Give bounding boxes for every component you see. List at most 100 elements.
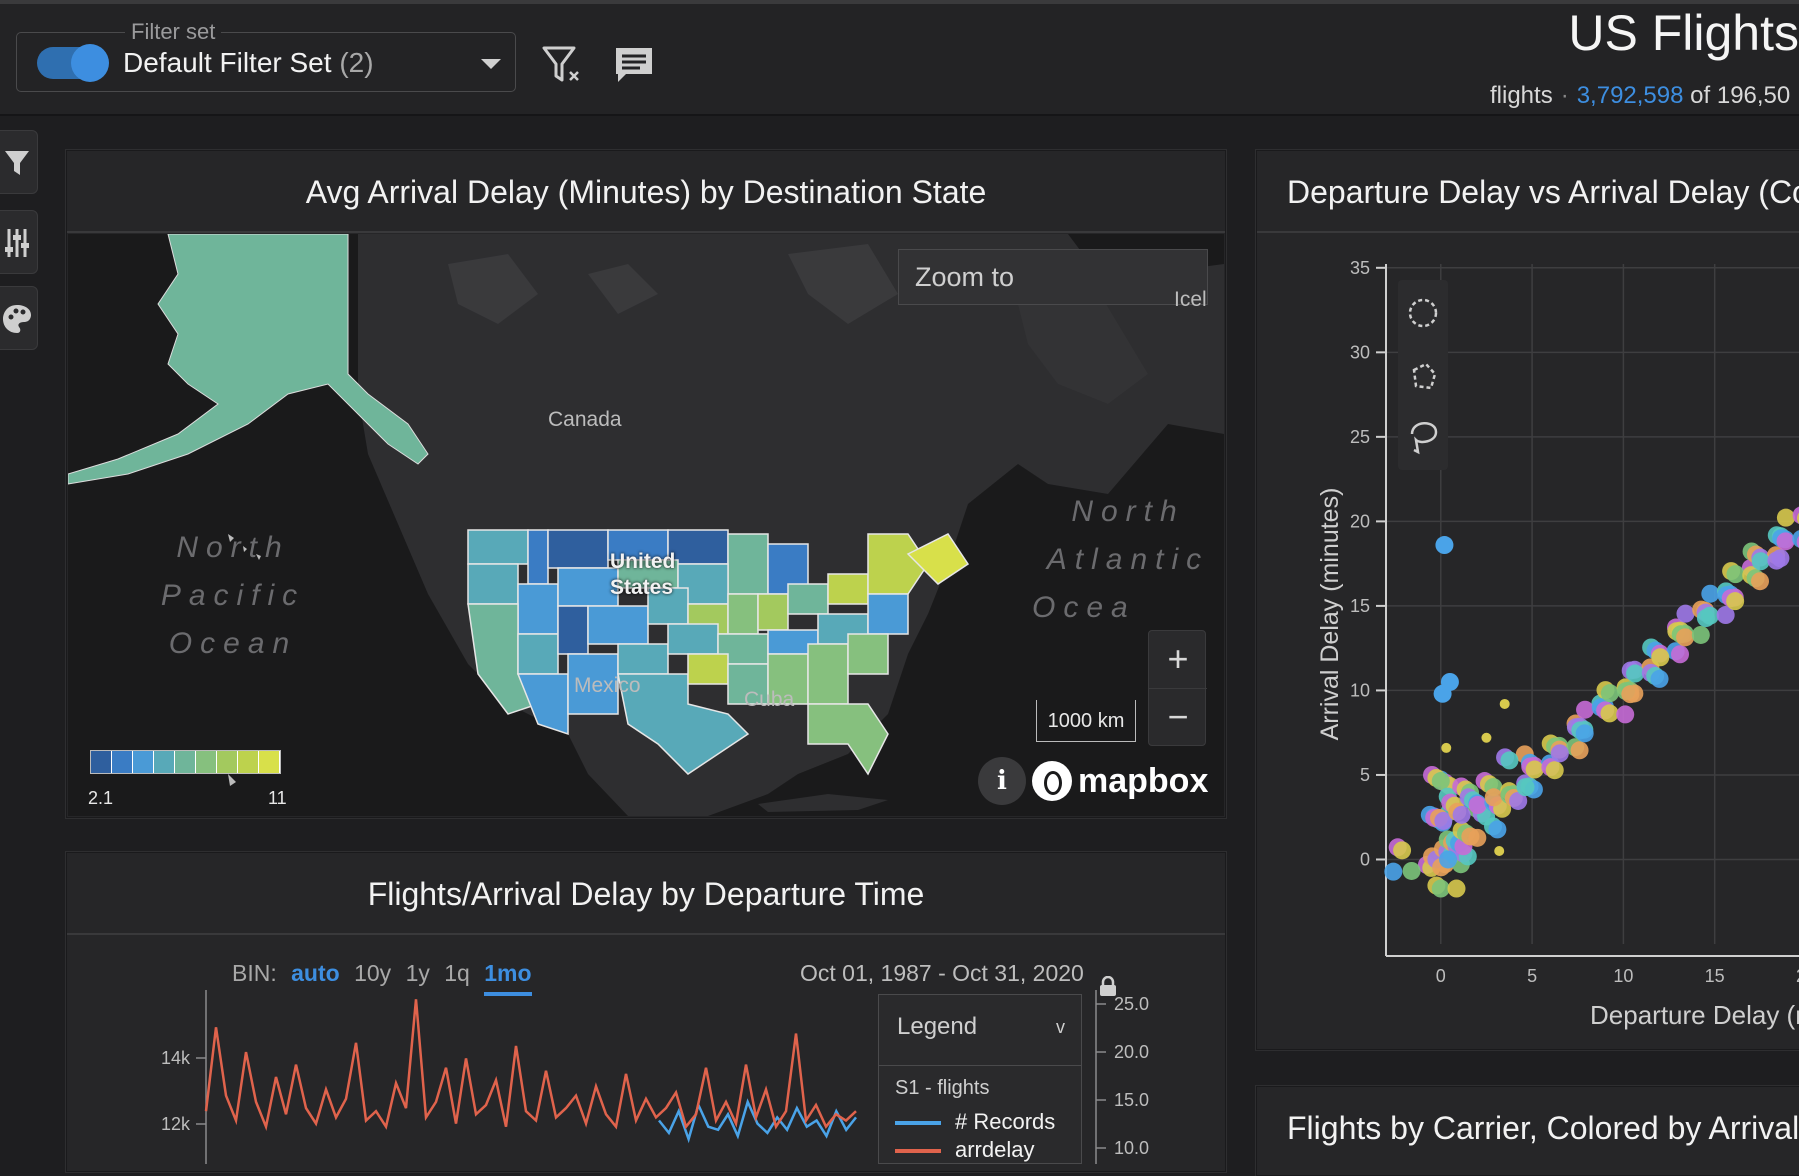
- scatter-point: [1468, 796, 1487, 815]
- map-base: [68, 234, 1224, 816]
- choropleth-map[interactable]: Zoom to Icel Canada United States Mexico…: [68, 234, 1224, 816]
- source-name: flights: [1490, 82, 1553, 109]
- sidebar-tab-settings[interactable]: [0, 210, 38, 274]
- map-label-iceland: Icel: [1174, 288, 1207, 311]
- map-label-cuba: Cuba: [744, 688, 795, 711]
- legend-item-records-label: # Records: [955, 1109, 1056, 1134]
- scatter-point: [1626, 664, 1645, 683]
- y-tick-label-right: 15.0: [1114, 1090, 1149, 1110]
- y-tick-label: 20: [1350, 511, 1370, 531]
- filter-icon: [5, 151, 29, 175]
- filter-set-count: (2): [339, 47, 374, 78]
- legend-swatch: [112, 751, 133, 773]
- scatter-outlier: [1481, 732, 1492, 743]
- y-tick-label: 35: [1350, 258, 1370, 278]
- lasso-select-icon[interactable]: [1410, 422, 1438, 455]
- scatter-point: [1488, 820, 1507, 839]
- legend-collapse-icon[interactable]: v: [1056, 1017, 1065, 1037]
- map-label-us-1: United: [610, 550, 676, 573]
- y-tick-label-left: 12k: [161, 1114, 191, 1134]
- scatter-point: [1676, 604, 1695, 623]
- ocean-atlantic-line-2: Atlantic: [1046, 543, 1210, 576]
- scatter-point: [1776, 508, 1795, 527]
- date-range[interactable]: Oct 01, 1987 - Oct 31, 2020: [800, 960, 1084, 986]
- scatter-point: [1671, 645, 1689, 664]
- ocean-atlantic-line-3: Ocea: [1032, 591, 1136, 624]
- bin-option-10y[interactable]: 10y: [354, 960, 392, 986]
- legend-item-arrdelay[interactable]: arrdelay: [895, 1137, 1034, 1163]
- scatter-point: [1726, 565, 1745, 584]
- scatter-point: [1691, 625, 1710, 644]
- scatter-outlier: [1499, 698, 1510, 709]
- record-count: flights · 3,792,598 of 196,50: [1490, 82, 1790, 110]
- scatter-point: [1439, 850, 1458, 869]
- scatter-chart[interactable]: 0 5 10 15 20 0 5 10 15 20 25 30 35 Departure Delay (m…: [1256, 234, 1799, 1034]
- map-label-mexico: Mexico: [574, 674, 641, 697]
- filter-set-toggle[interactable]: [37, 44, 109, 82]
- legend-swatch-records: [895, 1121, 941, 1126]
- legend-swatch: [175, 751, 196, 773]
- legend-swatch: [154, 751, 175, 773]
- zoom-to-input[interactable]: Zoom to: [898, 249, 1208, 305]
- scatter-point: [1447, 879, 1466, 898]
- legend-swatch: [259, 751, 280, 773]
- zoom-in-button[interactable]: +: [1149, 631, 1207, 689]
- y-tick-label: 0: [1360, 849, 1370, 869]
- legend-swatch: [91, 751, 112, 773]
- separator: ·: [1560, 82, 1569, 109]
- scatter-outlier: [1433, 684, 1452, 703]
- bin-option-1q[interactable]: 1q: [444, 960, 470, 986]
- bin-option-1y[interactable]: 1y: [405, 960, 430, 986]
- sidebar-tab-filters[interactable]: [0, 130, 38, 194]
- y-tick-label-left: 14k: [161, 1048, 191, 1068]
- x-tick-label: 20: [1796, 966, 1799, 986]
- series-line-records: [658, 1098, 857, 1144]
- app-title: US Flights: [1568, 5, 1799, 61]
- time-panel-title: Flights/Arrival Delay by Departure Time: [67, 853, 1225, 935]
- scatter-point: [1516, 778, 1535, 797]
- info-icon[interactable]: i: [978, 757, 1026, 805]
- x-tick-label: 0: [1436, 966, 1446, 986]
- scatter-point: [1550, 744, 1569, 763]
- legend-divider: [879, 1065, 1081, 1066]
- scatter-outlier: [1494, 846, 1505, 857]
- scatter-point: [1576, 700, 1595, 719]
- bin-label: BIN:: [232, 960, 277, 986]
- chevron-down-icon[interactable]: [481, 59, 501, 69]
- total-count: of 196,50: [1690, 82, 1791, 109]
- y-axis-label: Arrival Delay (minutes): [1316, 488, 1344, 741]
- scatter-point: [1767, 551, 1786, 570]
- scatter-point: [1776, 532, 1795, 551]
- scatter-point: [1701, 584, 1720, 603]
- mapbox-wordmark: mapbox: [1078, 761, 1209, 800]
- ocean-label-pacific: North Pacific Ocean: [118, 524, 348, 668]
- legend-swatch: [217, 751, 238, 773]
- scatter-point: [1676, 628, 1695, 647]
- lock-icon[interactable]: [1098, 976, 1118, 996]
- clear-filters-icon[interactable]: [540, 42, 584, 86]
- us-states: [467, 529, 970, 776]
- legend-swatch: [238, 751, 259, 773]
- chart-legend[interactable]: Legend v S1 - flights # Records arrdelay: [878, 994, 1082, 1164]
- x-tick-label: 15: [1705, 966, 1725, 986]
- filter-set-value: Default Filter Set (2): [123, 47, 374, 79]
- polygon-select-icon[interactable]: [1412, 362, 1437, 390]
- mapbox-logo[interactable]: mapbox: [1032, 761, 1208, 801]
- time-chart[interactable]: 14k 12k 25.0 20.0 15.0 10.0: [66, 990, 1226, 1164]
- legend-item-records[interactable]: # Records: [895, 1109, 1055, 1135]
- zoom-out-button[interactable]: −: [1167, 696, 1189, 737]
- circle-select-icon[interactable]: [1408, 298, 1438, 328]
- filtered-count: 3,792,598: [1576, 82, 1684, 109]
- comment-icon[interactable]: [612, 42, 656, 86]
- bin-option-1mo[interactable]: 1mo: [484, 960, 532, 996]
- x-tick-label: 5: [1527, 966, 1537, 986]
- legend-max: 11: [268, 788, 287, 808]
- bin-option-auto[interactable]: auto: [291, 960, 340, 986]
- sidebar-tab-theme[interactable]: [0, 286, 38, 350]
- scatter-point: [1796, 535, 1799, 549]
- ocean-pacific-line-2: Pacific: [160, 579, 306, 612]
- filter-set-select[interactable]: Filter set Default Filter Set (2): [16, 19, 516, 92]
- scatter-point: [1570, 741, 1589, 760]
- y-tick-label: 10: [1350, 680, 1370, 700]
- x-tick-label: 10: [1613, 966, 1633, 986]
